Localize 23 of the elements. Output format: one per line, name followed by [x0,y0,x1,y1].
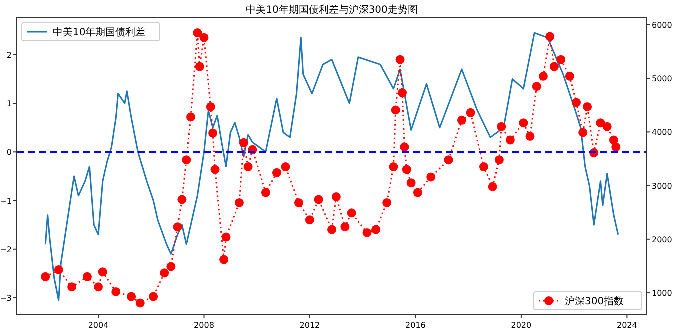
y2-tick-label: 4000 [652,128,672,138]
x-tick-label: 2004 [88,321,109,330]
x-tick-label: 2008 [194,321,214,330]
chart-title: 中美10年期国债利差与沪深300走势图 [246,4,418,16]
legend-label: 沪深300指数 [565,296,624,308]
x-tick-label: 2020 [511,321,532,330]
y-tick-label: −3 [0,294,12,303]
y-tick-label: −1 [0,196,12,206]
legend: 中美10年期国债利差 [22,22,160,42]
y-tick-label: 2 [6,50,12,60]
x-tick-label: 2016 [406,321,426,330]
legend-label: 中美10年期国债利差 [53,26,146,38]
y2-tick-label: 1000 [652,289,672,298]
x-tick-label: 2024 [616,321,638,330]
y2-tick-label: 2000 [652,235,672,244]
y2-tick-label: 6000 [652,20,672,30]
y-tick-label: −2 [0,245,12,254]
x-tick-label: 2012 [300,321,320,330]
y-tick-label: 1 [6,100,12,109]
y-tick-label: 0 [6,148,12,158]
y2-tick-label: 5000 [652,74,672,84]
legend: 沪深300指数 [534,292,642,310]
y2-tick-label: 3000 [652,182,672,191]
